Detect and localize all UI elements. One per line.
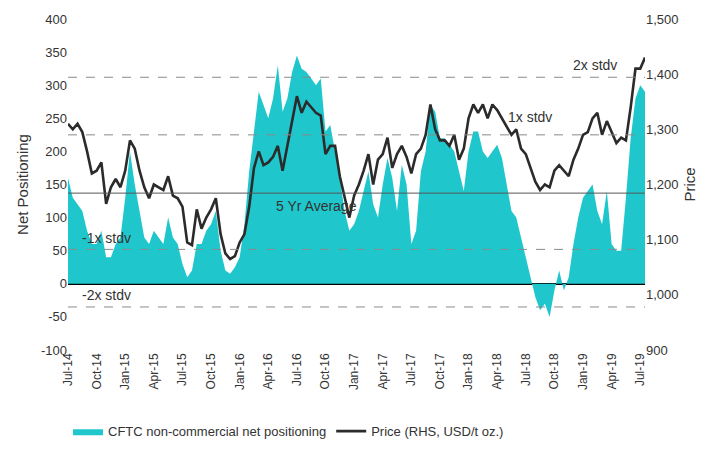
svg-text:Jul-14: Jul-14 bbox=[61, 353, 75, 386]
svg-text:1,100: 1,100 bbox=[646, 232, 679, 247]
svg-text:0: 0 bbox=[60, 276, 67, 291]
svg-text:Jul-19: Jul-19 bbox=[633, 353, 647, 386]
svg-text:Oct-17: Oct-17 bbox=[433, 353, 447, 389]
svg-text:Apr-19: Apr-19 bbox=[605, 353, 619, 389]
svg-text:1,400: 1,400 bbox=[646, 67, 679, 82]
svg-text:Jul-18: Jul-18 bbox=[519, 353, 533, 386]
svg-text:-2x stdv: -2x stdv bbox=[82, 287, 131, 303]
svg-text:Jan-19: Jan-19 bbox=[576, 353, 590, 390]
svg-text:Jan-15: Jan-15 bbox=[118, 353, 132, 390]
svg-text:5 Yr Average: 5 Yr Average bbox=[276, 198, 357, 214]
svg-text:400: 400 bbox=[45, 12, 67, 27]
svg-text:Price: Price bbox=[681, 167, 698, 201]
svg-text:1,300: 1,300 bbox=[646, 122, 679, 137]
svg-text:1,000: 1,000 bbox=[646, 287, 679, 302]
svg-text:Jul-17: Jul-17 bbox=[404, 353, 418, 386]
svg-text:Jan-16: Jan-16 bbox=[233, 353, 247, 390]
svg-text:150: 150 bbox=[45, 177, 67, 192]
svg-text:250: 250 bbox=[45, 111, 67, 126]
svg-text:Jan-17: Jan-17 bbox=[347, 353, 361, 390]
svg-text:Price (RHS, USD/t oz.): Price (RHS, USD/t oz.) bbox=[371, 424, 503, 439]
svg-text:CFTC non-commercial net positi: CFTC non-commercial net positioning bbox=[108, 424, 326, 439]
svg-text:900: 900 bbox=[646, 343, 668, 358]
svg-text:1x stdv: 1x stdv bbox=[508, 109, 552, 125]
svg-text:Apr-18: Apr-18 bbox=[490, 353, 504, 389]
svg-text:-50: -50 bbox=[48, 309, 67, 324]
svg-text:Apr-15: Apr-15 bbox=[147, 353, 161, 389]
svg-text:200: 200 bbox=[45, 144, 67, 159]
svg-text:Oct-14: Oct-14 bbox=[90, 353, 104, 389]
svg-text:Apr-16: Apr-16 bbox=[261, 353, 275, 389]
svg-text:2x stdv: 2x stdv bbox=[573, 57, 617, 73]
svg-text:Oct-16: Oct-16 bbox=[318, 353, 332, 389]
svg-text:Oct-18: Oct-18 bbox=[547, 353, 561, 389]
svg-text:Jul-16: Jul-16 bbox=[290, 353, 304, 386]
svg-text:Apr-17: Apr-17 bbox=[376, 353, 390, 389]
svg-text:-100: -100 bbox=[41, 343, 67, 358]
svg-text:50: 50 bbox=[53, 243, 67, 258]
svg-text:100: 100 bbox=[45, 210, 67, 225]
svg-text:350: 350 bbox=[45, 45, 67, 60]
svg-text:1,500: 1,500 bbox=[646, 12, 679, 27]
svg-text:Net Positioning: Net Positioning bbox=[14, 134, 31, 235]
svg-text:300: 300 bbox=[45, 78, 67, 93]
svg-text:Oct-15: Oct-15 bbox=[204, 353, 218, 389]
svg-text:Jul-15: Jul-15 bbox=[175, 353, 189, 386]
svg-text:1,200: 1,200 bbox=[646, 177, 679, 192]
svg-text:Jan-18: Jan-18 bbox=[461, 353, 475, 390]
svg-text:-1x stdv: -1x stdv bbox=[82, 230, 131, 246]
